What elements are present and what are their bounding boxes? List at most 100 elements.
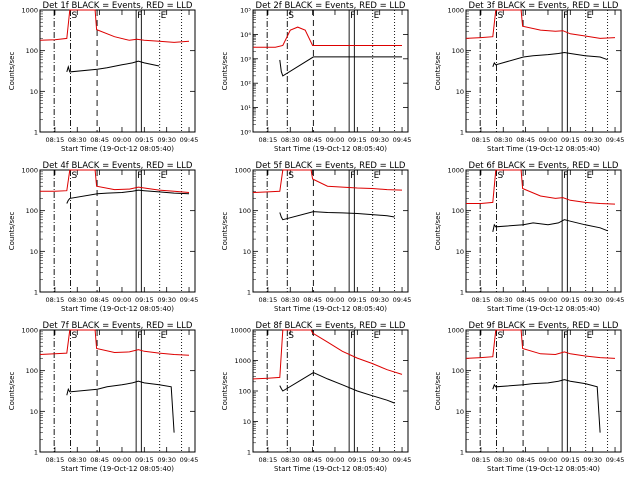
x-tick-label: 08:30	[68, 136, 87, 144]
y-tick-label: 10⁴	[240, 31, 251, 39]
panel-det-6: Det 6f BLACK = Events, RED = LLD 1 10 100 10…	[434, 161, 624, 313]
x-tick-label: 09:30	[583, 456, 602, 464]
time-marker-label: S	[72, 331, 78, 341]
series-line-lld	[40, 169, 190, 193]
x-tick-label: 08:15	[472, 456, 491, 464]
y-tick-label: 1000	[447, 7, 464, 15]
y-tick-label: 100	[239, 388, 251, 396]
panel-title: Det 5f BLACK = Events, RED = LLD	[256, 161, 406, 171]
x-tick-label: 09:30	[583, 136, 602, 144]
y-axis-label: Counts/sec	[8, 372, 16, 411]
y-tick-label: 10	[243, 248, 251, 256]
y-tick-label: 1	[247, 449, 251, 457]
x-tick-label: 09:00	[326, 136, 345, 144]
y-tick-label: 100	[452, 207, 464, 215]
series-line-events	[492, 51, 608, 67]
plot-frame	[39, 9, 196, 133]
y-tick-label: 100	[26, 47, 38, 55]
plot-frame	[465, 329, 622, 453]
y-axis-label: Counts/sec	[221, 372, 229, 411]
time-marker-label: F	[350, 171, 355, 181]
x-tick-label: 09:00	[539, 136, 558, 144]
y-tick-label: 10⁰	[240, 129, 251, 137]
x-tick-label: 09:00	[113, 296, 132, 304]
x-tick-label: 09:30	[583, 296, 602, 304]
x-tick-label: 09:45	[393, 136, 412, 144]
x-tick-label: 08:45	[303, 456, 322, 464]
time-marker-label: E	[161, 331, 167, 341]
x-tick-label: 08:15	[46, 136, 65, 144]
y-tick-label: 1000	[447, 327, 464, 335]
x-tick-label: 08:15	[472, 296, 491, 304]
panel-det-2: Det 2f BLACK = Events, RED = LLD 10⁰ 10¹ 10…	[221, 1, 411, 153]
series-line-lld	[252, 169, 403, 193]
x-tick-label: 08:30	[494, 296, 513, 304]
x-tick-label: 08:30	[494, 136, 513, 144]
series-line-lld	[253, 26, 402, 48]
x-tick-label: 09:00	[539, 456, 558, 464]
series-line-lld	[465, 329, 616, 359]
x-axis-label: Start Time (19-Oct-12 08:05:40)	[274, 145, 387, 153]
time-marker-label: F	[137, 171, 142, 181]
x-axis-label: Start Time (19-Oct-12 08:05:40)	[61, 305, 174, 313]
y-tick-label: 10	[30, 88, 38, 96]
y-tick-label: 1000	[447, 167, 464, 175]
time-marker-label: F	[137, 11, 142, 21]
x-tick-label: 08:45	[516, 296, 535, 304]
x-tick-label: 09:15	[348, 136, 367, 144]
x-axis-label: Start Time (19-Oct-12 08:05:40)	[487, 145, 600, 153]
time-marker-label: S	[498, 331, 504, 341]
plot-frame	[465, 169, 622, 293]
time-marker-label: F	[137, 331, 142, 341]
x-tick-label: 09:45	[606, 296, 625, 304]
y-axis-label: Counts/sec	[221, 52, 229, 91]
x-tick-label: 08:30	[281, 136, 300, 144]
x-tick-label: 09:30	[157, 296, 176, 304]
x-tick-label: 09:00	[113, 456, 132, 464]
panel-det-3: Det 3f BLACK = Events, RED = LLD 1 10 100 10…	[434, 1, 624, 153]
x-tick-label: 08:15	[472, 136, 491, 144]
series-line-events	[492, 379, 601, 433]
y-tick-label: 1	[247, 289, 251, 297]
panel-det-1: Det 1f BLACK = Events, RED = LLD 1 10 100 10…	[8, 1, 198, 153]
x-tick-label: 09:30	[370, 456, 389, 464]
x-tick-label: 09:15	[348, 296, 367, 304]
y-tick-label: 1000	[234, 167, 251, 175]
time-marker-label: S	[288, 171, 294, 181]
x-tick-label: 09:45	[180, 296, 199, 304]
y-axis-label: Counts/sec	[8, 52, 16, 91]
x-tick-label: 09:00	[539, 296, 558, 304]
panel-title: Det 3f BLACK = Events, RED = LLD	[469, 1, 619, 11]
series-line-lld	[465, 9, 616, 39]
panel-title: Det 6f BLACK = Events, RED = LLD	[469, 161, 619, 171]
y-tick-label: 10	[456, 408, 464, 416]
x-tick-label: 09:30	[370, 296, 389, 304]
x-tick-label: 09:45	[393, 456, 412, 464]
y-tick-label: 1	[460, 289, 464, 297]
y-tick-label: 10¹	[240, 104, 251, 112]
series-line-lld	[466, 169, 616, 205]
x-axis-label: Start Time (19-Oct-12 08:05:40)	[61, 145, 174, 153]
x-tick-label: 09:45	[180, 456, 199, 464]
series-line-lld	[39, 9, 190, 43]
time-marker-label: E	[587, 331, 593, 341]
x-tick-label: 08:15	[259, 136, 278, 144]
time-marker-label: F	[563, 11, 568, 21]
y-tick-label: 1	[34, 449, 38, 457]
panel-title: Det 8f BLACK = Events, RED = LLD	[256, 321, 406, 331]
series-line-lld	[39, 329, 190, 356]
x-tick-label: 09:30	[370, 136, 389, 144]
panel-title: Det 7f BLACK = Events, RED = LLD	[43, 321, 193, 331]
series-line-events	[66, 189, 190, 204]
time-marker-label: F	[563, 171, 568, 181]
panel-title: Det 9f BLACK = Events, RED = LLD	[469, 321, 619, 331]
x-tick-label: 08:45	[516, 456, 535, 464]
time-marker-label: F	[350, 331, 355, 341]
y-tick-label: 100	[452, 47, 464, 55]
y-tick-label: 100	[26, 367, 38, 375]
x-tick-label: 08:15	[46, 296, 65, 304]
series-line-events	[279, 56, 402, 77]
x-tick-label: 09:30	[157, 456, 176, 464]
x-axis-label: Start Time (19-Oct-12 08:05:40)	[61, 465, 174, 473]
x-tick-label: 08:15	[259, 296, 278, 304]
